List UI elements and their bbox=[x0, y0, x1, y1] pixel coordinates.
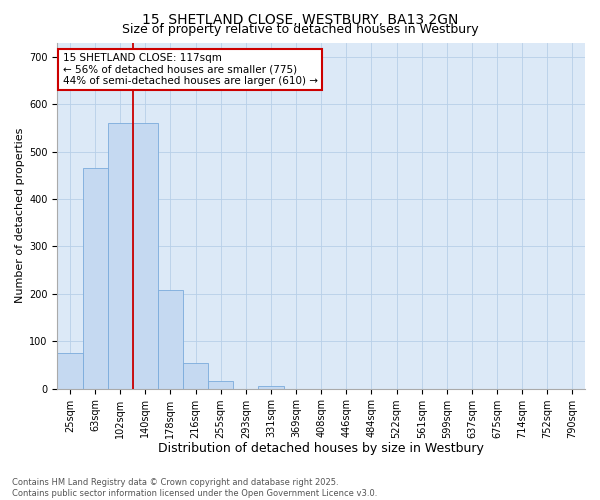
Text: Size of property relative to detached houses in Westbury: Size of property relative to detached ho… bbox=[122, 22, 478, 36]
Text: 15 SHETLAND CLOSE: 117sqm
← 56% of detached houses are smaller (775)
44% of semi: 15 SHETLAND CLOSE: 117sqm ← 56% of detac… bbox=[62, 53, 317, 86]
Y-axis label: Number of detached properties: Number of detached properties bbox=[15, 128, 25, 303]
Bar bbox=[208, 382, 233, 388]
Text: 15, SHETLAND CLOSE, WESTBURY, BA13 2GN: 15, SHETLAND CLOSE, WESTBURY, BA13 2GN bbox=[142, 12, 458, 26]
Bar bbox=[83, 168, 107, 388]
Bar bbox=[107, 123, 133, 388]
Text: Contains HM Land Registry data © Crown copyright and database right 2025.
Contai: Contains HM Land Registry data © Crown c… bbox=[12, 478, 377, 498]
Bar bbox=[58, 353, 83, 388]
X-axis label: Distribution of detached houses by size in Westbury: Distribution of detached houses by size … bbox=[158, 442, 484, 455]
Bar bbox=[183, 362, 208, 388]
Bar bbox=[158, 290, 183, 388]
Bar bbox=[259, 386, 284, 388]
Bar bbox=[133, 123, 158, 388]
